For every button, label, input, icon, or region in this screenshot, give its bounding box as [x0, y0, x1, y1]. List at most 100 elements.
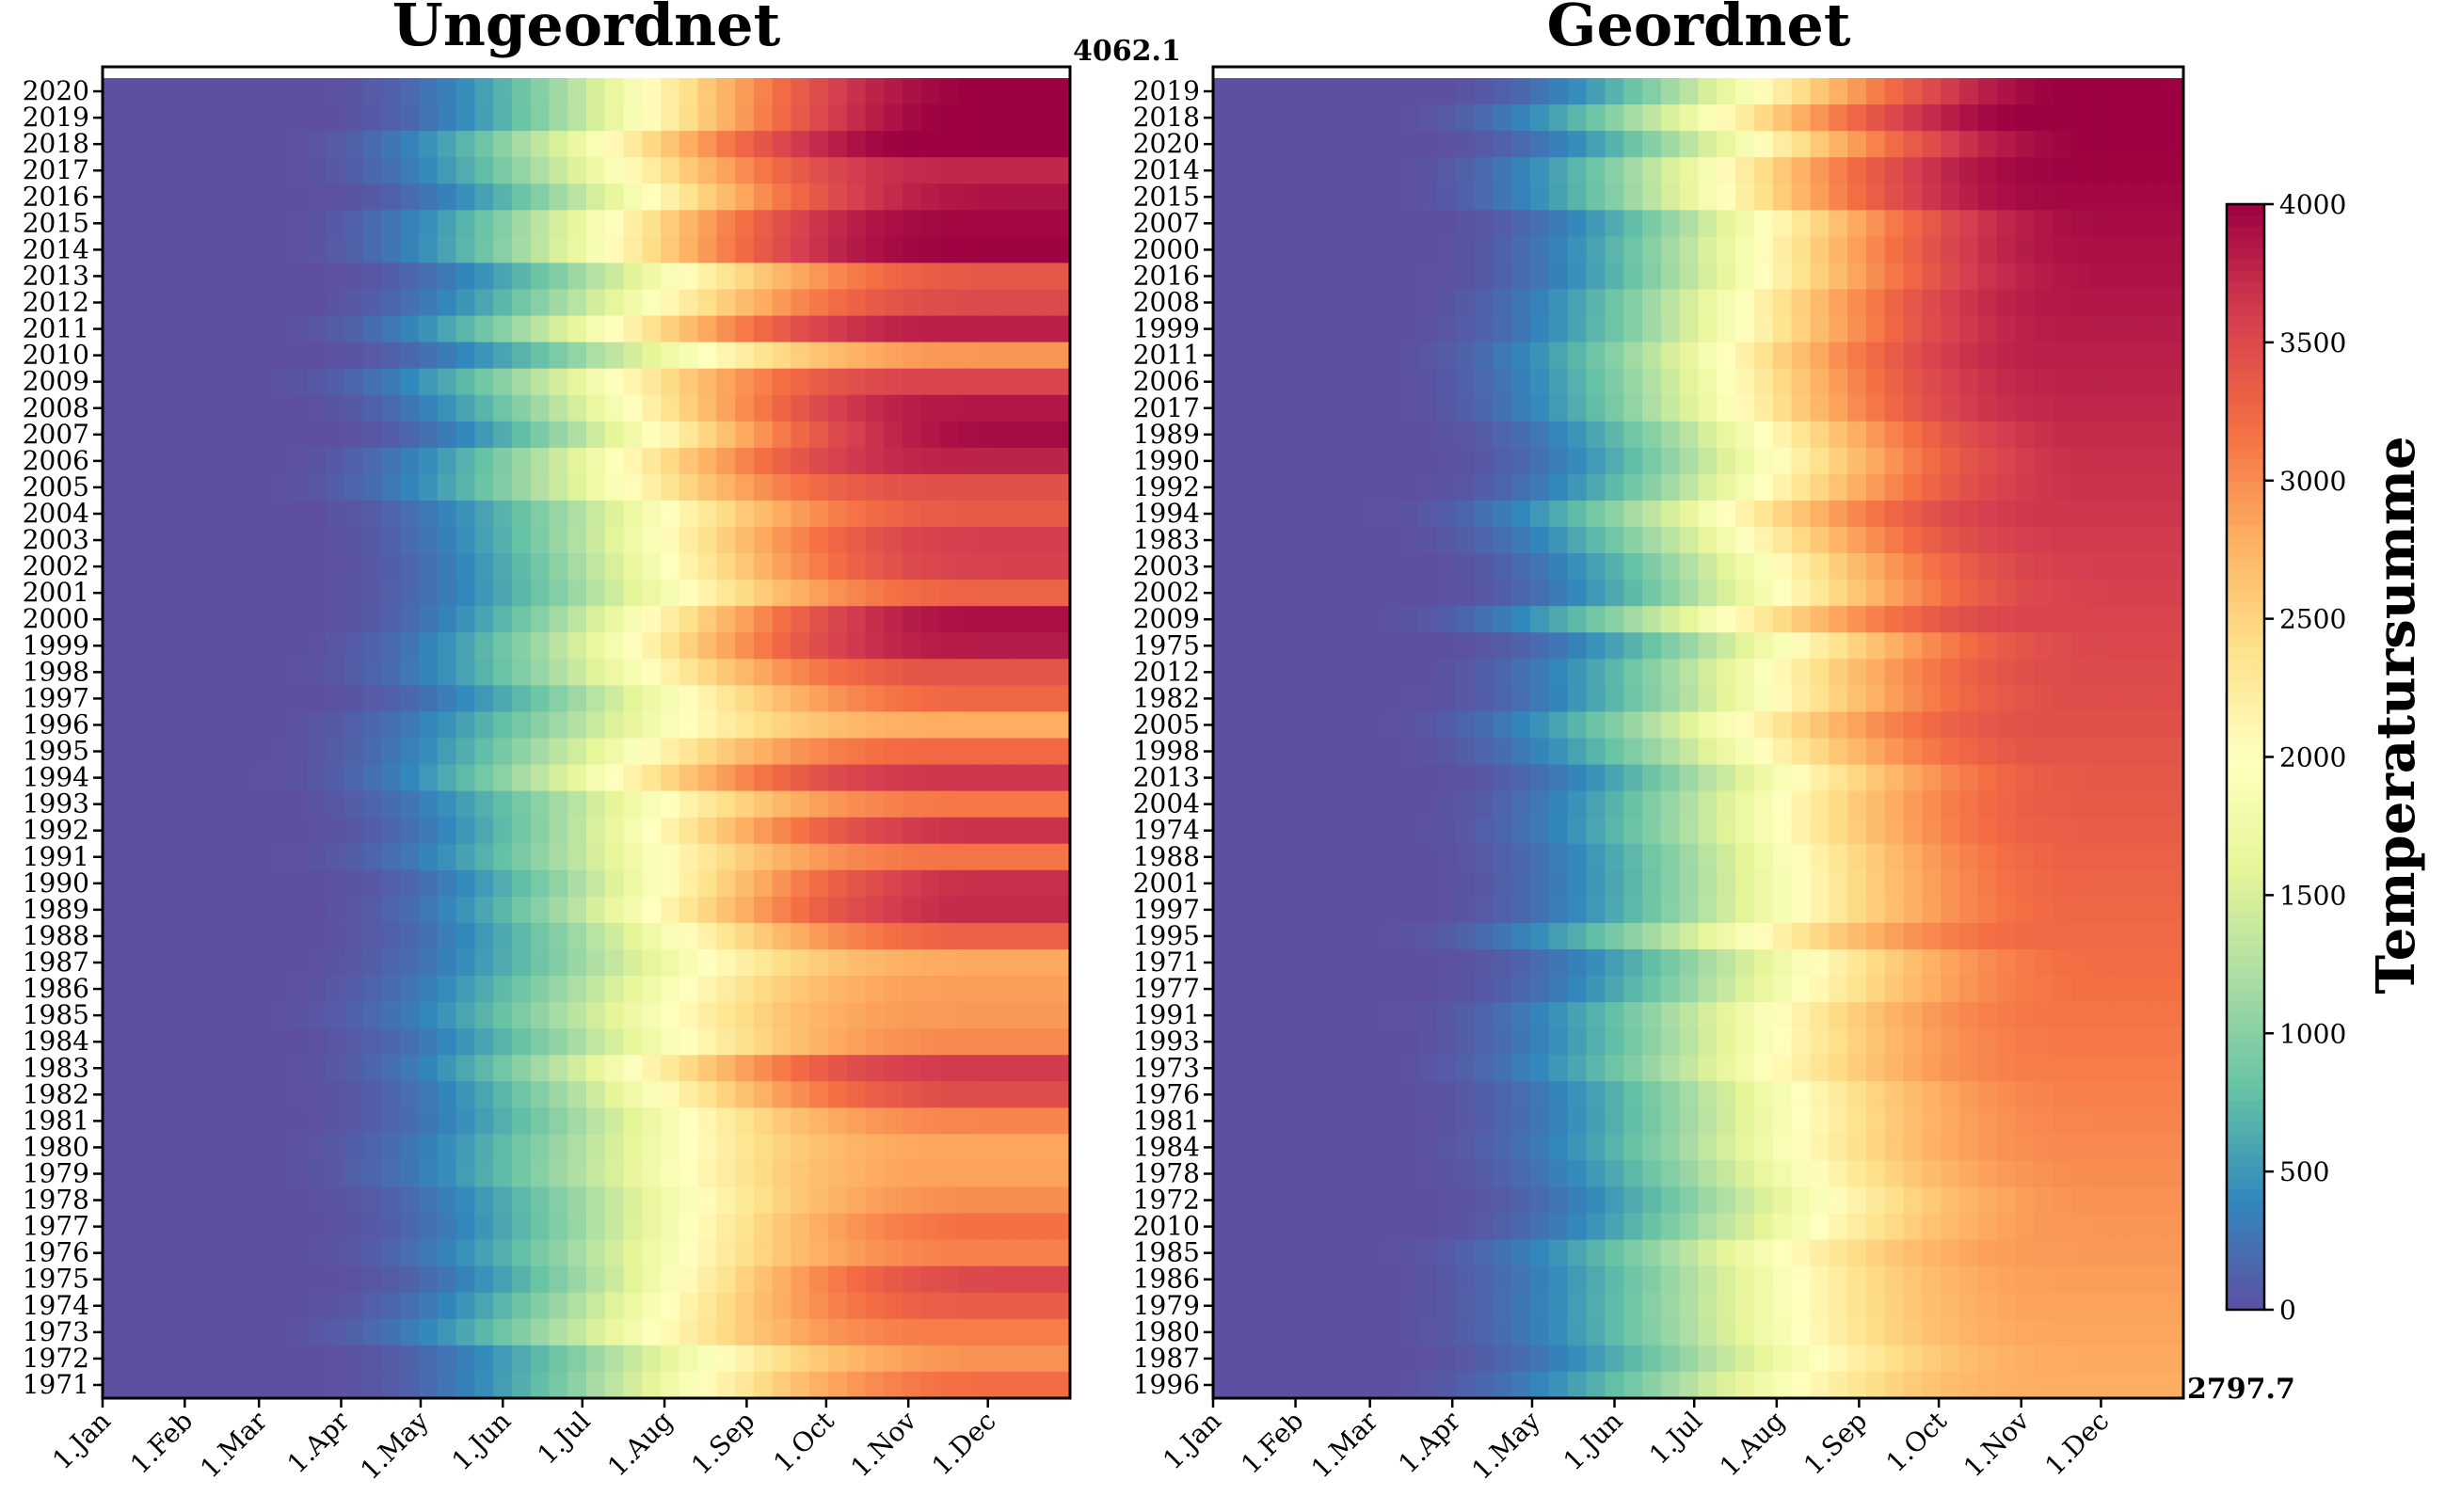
heatmap-cell — [344, 1134, 364, 1162]
heatmap-cell — [1324, 1081, 1345, 1108]
heatmap-cell — [716, 553, 736, 581]
heatmap-cell — [2034, 289, 2053, 317]
heatmap-cell — [697, 210, 717, 237]
heatmap-cell — [511, 1160, 532, 1188]
heatmap-cell — [1436, 157, 1457, 184]
heatmap-cell — [400, 1292, 420, 1320]
y-tick-label: 2004 — [23, 498, 89, 529]
heatmap-cell — [1014, 580, 1034, 607]
heatmap-cell — [772, 606, 792, 633]
heatmap-cell — [139, 976, 159, 1003]
heatmap-cell — [661, 817, 680, 845]
heatmap-cell — [1698, 1107, 1718, 1135]
heatmap-cell — [697, 236, 717, 264]
heatmap-cell — [828, 131, 848, 158]
heatmap-cell — [437, 922, 457, 950]
heatmap-cell — [326, 342, 345, 370]
heatmap-cell — [1959, 447, 1979, 475]
heatmap-cell — [1586, 289, 1606, 317]
heatmap-cell — [1698, 1081, 1718, 1108]
heatmap-cell — [1287, 1028, 1307, 1056]
heatmap-cell — [2127, 183, 2147, 211]
heatmap-cell — [1753, 104, 1774, 132]
heatmap-cell — [642, 421, 662, 449]
heatmap-cell — [1698, 790, 1718, 819]
heatmap-cell — [2015, 976, 2035, 1003]
heatmap-cell — [939, 1107, 959, 1135]
heatmap-cell — [772, 1371, 792, 1399]
heatmap-cell — [437, 1292, 457, 1320]
heatmap-cell — [661, 157, 680, 184]
heatmap-cell — [586, 236, 606, 264]
heatmap-cell — [549, 263, 568, 291]
heatmap-cell — [1959, 157, 1979, 184]
heatmap-cell — [1903, 527, 1924, 554]
heatmap-cell — [977, 1186, 997, 1215]
heatmap-cell — [195, 869, 216, 898]
heatmap-cell — [1269, 580, 1288, 607]
heatmap-cell — [1306, 790, 1326, 819]
heatmap-cell — [120, 1371, 141, 1399]
heatmap-cell — [1530, 764, 1550, 792]
heatmap-cell — [958, 685, 978, 713]
heatmap-cell — [1605, 289, 1624, 317]
heatmap-cell — [362, 104, 383, 132]
heatmap-cell — [586, 289, 606, 317]
heatmap-cell — [809, 1345, 829, 1373]
heatmap-cell — [1381, 500, 1400, 528]
y-tick-label: 1982 — [23, 1078, 89, 1109]
heatmap-cell — [2146, 183, 2165, 211]
heatmap-cell — [1362, 1081, 1382, 1108]
heatmap-cell — [1399, 78, 1419, 105]
heatmap-cell — [2071, 78, 2091, 105]
heatmap-cell — [1623, 1107, 1643, 1135]
heatmap-cell — [958, 1107, 978, 1135]
heatmap-cell — [772, 1002, 792, 1029]
heatmap-cell — [1679, 527, 1700, 554]
heatmap-cell — [791, 659, 810, 686]
heatmap-cell — [939, 1160, 959, 1188]
heatmap-cell — [177, 1318, 197, 1346]
heatmap-cell — [1642, 553, 1662, 581]
heatmap-cell — [1567, 236, 1588, 264]
heatmap-cell — [1493, 157, 1512, 184]
heatmap-cell — [567, 976, 587, 1003]
heatmap-cell — [1903, 948, 1924, 977]
heatmap-cell — [1922, 869, 1942, 898]
heatmap-cell — [1493, 711, 1512, 740]
heatmap-cell — [809, 447, 829, 475]
heatmap-cell — [1213, 1134, 1233, 1162]
heatmap-cell — [1996, 976, 2017, 1003]
heatmap-cell — [139, 896, 159, 924]
heatmap-cell — [772, 157, 792, 184]
heatmap-cell — [1362, 78, 1382, 105]
heatmap-cell — [195, 659, 216, 686]
heatmap-cell — [400, 500, 420, 528]
heatmap-cell — [1014, 527, 1034, 554]
heatmap-cell — [1014, 447, 1034, 475]
heatmap-cell — [1922, 1002, 1942, 1029]
heatmap-cell — [232, 500, 252, 528]
heatmap-cell — [326, 1345, 345, 1373]
y-tick-label: 1979 — [23, 1157, 89, 1188]
heatmap-cell — [865, 685, 885, 713]
heatmap-cell — [1032, 817, 1052, 845]
heatmap-cell — [1605, 1002, 1624, 1029]
heatmap-cell — [995, 869, 1015, 898]
heatmap-cell — [307, 1107, 327, 1135]
heatmap-cell — [474, 183, 494, 211]
heatmap-cell — [865, 368, 885, 396]
heatmap-cell — [1959, 289, 1979, 317]
heatmap-cell — [344, 473, 364, 501]
heatmap-cell — [344, 1318, 364, 1346]
heatmap-cell — [1418, 922, 1438, 950]
heatmap-cell — [1865, 210, 1886, 237]
heatmap-cell — [1623, 1028, 1643, 1056]
heatmap-cell — [753, 948, 774, 977]
heatmap-cell — [1511, 896, 1531, 924]
heatmap-cell — [400, 473, 420, 501]
heatmap-cell — [511, 817, 532, 845]
heatmap-cell — [530, 1186, 551, 1215]
heatmap-cell — [1455, 421, 1476, 449]
heatmap-cell — [1586, 553, 1606, 581]
